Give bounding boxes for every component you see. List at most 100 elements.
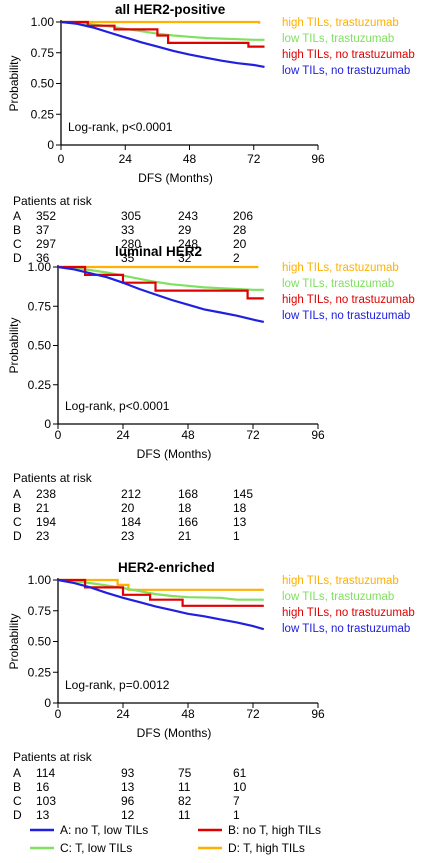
risk-value: 1 (233, 529, 240, 543)
risk-value: 243 (178, 209, 198, 223)
y-tick-label: 0.25 (28, 665, 52, 679)
risk-value: 11 (178, 808, 191, 822)
y-tick-label: 0 (44, 417, 51, 431)
risk-value: 238 (36, 487, 56, 501)
risk-value: 32 (178, 251, 192, 265)
x-tick-label: 72 (247, 152, 261, 166)
y-tick-label: 1.00 (31, 15, 55, 29)
risk-value: 29 (178, 223, 192, 237)
risk-value: 21 (36, 501, 50, 515)
y-tick-label: 0.25 (28, 378, 52, 392)
x-tick-label: 0 (55, 707, 62, 721)
risk-value: 18 (178, 501, 192, 515)
risk-value: 35 (121, 251, 135, 265)
bottom-legend-label: A: no T, low TILs (60, 823, 148, 837)
risk-value: 194 (36, 515, 56, 529)
risk-value: 11 (178, 780, 191, 794)
risk-value: 13 (36, 808, 50, 822)
legend-entry: high TILs, no trastuzumab (282, 607, 415, 619)
risk-value: 7 (233, 794, 240, 808)
km-curve (57, 578, 264, 601)
bottom-legend-label: D: T, high TILs (228, 841, 305, 855)
legend-entry: high TILs, trastuzumab (282, 262, 399, 274)
risk-value: 352 (36, 209, 56, 223)
risk-value: 248 (178, 237, 198, 251)
risk-value: 20 (233, 237, 247, 251)
risk-value: 166 (178, 515, 198, 529)
y-axis-label: Probability (7, 55, 21, 111)
x-tick-label: 24 (119, 152, 133, 166)
y-tick-label: 0 (44, 696, 51, 710)
legend-entry: low TILs, no trastuzumab (282, 623, 410, 635)
bottom-legend-label: B: no T, high TILs (228, 823, 321, 837)
risk-value: 28 (233, 223, 247, 237)
y-tick-label: 0.25 (31, 107, 55, 121)
legend-entry: high TILs, no trastuzumab (282, 49, 415, 61)
x-tick-label: 24 (116, 707, 130, 721)
risk-row-label: C (13, 794, 22, 808)
x-tick-label: 96 (311, 707, 325, 721)
y-axis-label: Probability (7, 317, 21, 373)
km-curve (61, 20, 261, 24)
x-tick-label: 0 (55, 428, 62, 442)
x-tick-label: 72 (246, 428, 260, 442)
risk-value: 1 (233, 808, 240, 822)
legend-entry: low TILs, trastuzumab (282, 591, 394, 603)
x-tick-label: 24 (116, 428, 130, 442)
logrank-annotation: Log-rank, p<0.0001 (68, 120, 173, 134)
y-tick-label: 0 (47, 138, 54, 152)
panel-title: HER2-enriched (118, 560, 215, 575)
km-curve (57, 265, 264, 291)
logrank-annotation: Log-rank, p<0.0001 (65, 399, 170, 413)
risk-value: 75 (178, 766, 192, 780)
risk-value: 33 (121, 223, 135, 237)
km-curve (58, 578, 264, 591)
legend-entry: high TILs, trastuzumab (282, 575, 399, 587)
risk-value: 61 (233, 766, 247, 780)
risk-row-label: A (13, 766, 21, 780)
risk-value: 96 (121, 794, 135, 808)
risk-row-label: C (13, 515, 22, 529)
y-tick-label: 0.75 (28, 604, 52, 618)
risk-value: 103 (36, 794, 56, 808)
risk-value: 206 (233, 209, 253, 223)
x-tick-label: 96 (311, 152, 325, 166)
risk-value: 297 (36, 237, 56, 251)
x-tick-label: 96 (311, 428, 325, 442)
y-tick-label: 1.00 (28, 260, 52, 274)
y-tick-label: 0.50 (28, 635, 52, 649)
risk-value: 2 (233, 251, 240, 265)
panel-title: luminal HER2 (115, 244, 202, 259)
x-tick-label: 48 (181, 428, 195, 442)
y-tick-label: 1.00 (28, 573, 52, 587)
km-curve (57, 265, 265, 323)
panel-title: all HER2-positive (115, 2, 226, 17)
risk-value: 93 (121, 766, 135, 780)
bottom-legend-label: C: T, low TILs (60, 841, 132, 855)
risk-value: 23 (121, 529, 135, 543)
risk-value: 18 (233, 501, 247, 515)
risk-value: 37 (36, 223, 50, 237)
risk-value: 13 (121, 780, 135, 794)
risk-value: 23 (36, 529, 50, 543)
risk-value: 280 (121, 237, 141, 251)
risk-row-label: B (13, 223, 21, 237)
legend-entry: high TILs, trastuzumab (282, 17, 399, 29)
risk-row-label: C (13, 237, 22, 251)
risk-table-header: Patients at risk (13, 750, 93, 764)
risk-row-label: B (13, 501, 21, 515)
risk-value: 82 (178, 794, 192, 808)
risk-value: 36 (36, 251, 50, 265)
risk-row-label: D (13, 808, 22, 822)
risk-value: 114 (36, 766, 55, 780)
risk-row-label: A (13, 209, 21, 223)
risk-row-label: D (13, 529, 22, 543)
risk-value: 13 (233, 515, 247, 529)
x-axis-label: DFS (Months) (137, 726, 212, 740)
risk-value: 21 (178, 529, 192, 543)
risk-row-label: B (13, 780, 21, 794)
y-axis-label: Probability (7, 613, 21, 669)
y-tick-label: 0.50 (28, 339, 52, 353)
risk-value: 305 (121, 209, 141, 223)
risk-value: 20 (121, 501, 135, 515)
